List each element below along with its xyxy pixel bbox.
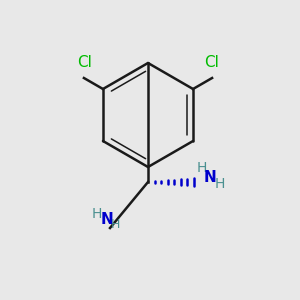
- Text: N: N: [100, 212, 113, 227]
- Text: H: H: [92, 207, 102, 221]
- Text: Cl: Cl: [77, 55, 92, 70]
- Text: H: H: [110, 218, 120, 232]
- Text: Cl: Cl: [204, 55, 218, 70]
- Text: N: N: [204, 169, 216, 184]
- Text: H: H: [215, 177, 225, 191]
- Text: H: H: [197, 161, 207, 175]
